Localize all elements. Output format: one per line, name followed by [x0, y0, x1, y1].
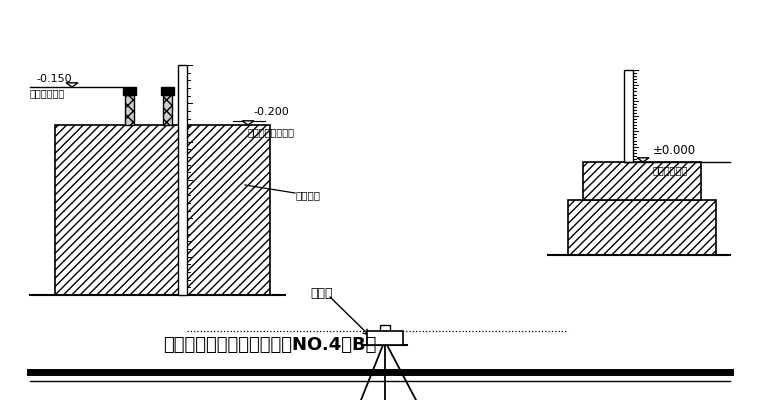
- Text: （柱顶标高）: （柱顶标高）: [30, 88, 65, 98]
- Bar: [55, 125, 270, 295]
- Text: （一次浇筑标高）: （一次浇筑标高）: [248, 127, 295, 137]
- Bar: [624, 70, 633, 162]
- Bar: [161, 87, 174, 95]
- Text: 钢筋砼柱: 钢筋砼柱: [295, 190, 320, 200]
- Text: （基准标高）: （基准标高）: [653, 165, 689, 175]
- Bar: [125, 95, 134, 125]
- Bar: [568, 200, 716, 255]
- Bar: [380, 325, 390, 331]
- Bar: [163, 95, 172, 125]
- Polygon shape: [242, 121, 254, 125]
- Text: -0.150: -0.150: [36, 74, 71, 84]
- Bar: [367, 331, 403, 345]
- Polygon shape: [66, 83, 78, 87]
- Bar: [178, 65, 187, 295]
- Text: 水准仪: 水准仪: [310, 287, 333, 300]
- Bar: [583, 162, 701, 200]
- Polygon shape: [637, 158, 649, 162]
- Text: 钢柱柱底标高引测示意图（NO.4－B）: 钢柱柱底标高引测示意图（NO.4－B）: [163, 336, 377, 354]
- Text: -0.200: -0.200: [253, 107, 289, 117]
- Bar: [123, 87, 136, 95]
- Text: ±0.000: ±0.000: [653, 144, 696, 157]
